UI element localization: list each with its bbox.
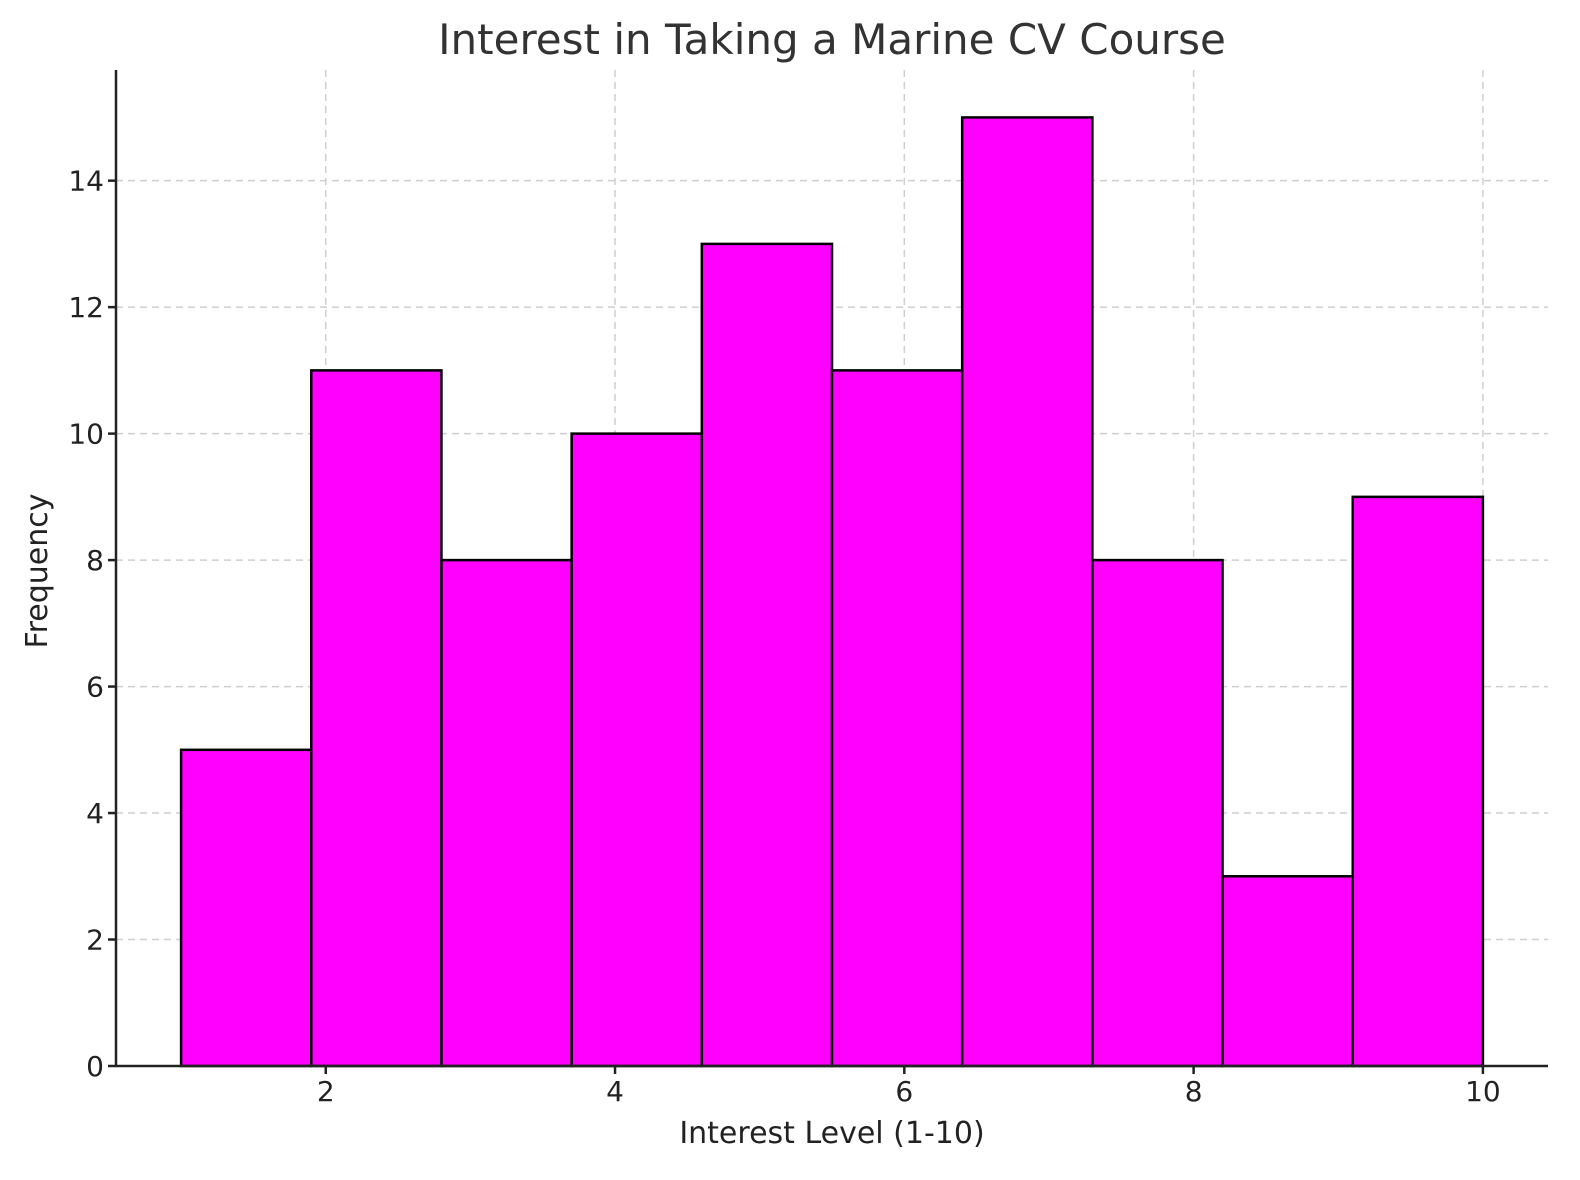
histogram-bar <box>960 116 1094 1068</box>
histogram-bar <box>1221 875 1354 1068</box>
x-axis-label: Interest Level (1-10) <box>679 1116 984 1151</box>
histogram-bar <box>700 242 834 1068</box>
y-axis-label: Frequency <box>20 494 55 649</box>
histogram-bar <box>179 748 313 1068</box>
histogram-bar <box>570 432 704 1068</box>
y-tick-label: 4 <box>86 797 104 830</box>
y-tick-label: 0 <box>86 1050 104 1083</box>
histogram-bar <box>1091 558 1224 1068</box>
y-tick-label: 10 <box>68 418 104 451</box>
y-tick-label: 6 <box>86 671 104 704</box>
y-tick-label: 8 <box>86 544 104 577</box>
x-tick-label: 2 <box>317 1075 335 1108</box>
x-axis-ticks: 2 4 6 8 10 <box>317 1066 1501 1108</box>
chart-title: Interest in Taking a Marine CV Course <box>438 15 1226 64</box>
x-tick-label: 6 <box>895 1075 913 1108</box>
y-tick-label: 2 <box>86 924 104 957</box>
y-axis-ticks: 0 2 4 6 8 10 12 14 <box>68 165 116 1083</box>
histogram-bar <box>830 369 964 1068</box>
y-tick-label: 12 <box>68 291 104 324</box>
bars-group <box>179 116 1485 1068</box>
x-tick-label: 8 <box>1185 1075 1203 1108</box>
x-tick-label: 4 <box>606 1075 624 1108</box>
histogram-bar <box>440 558 573 1068</box>
y-tick-label: 14 <box>68 165 104 198</box>
histogram-bar <box>310 369 443 1068</box>
axes <box>114 70 1548 1068</box>
histogram-bar <box>1351 495 1485 1068</box>
x-tick-label: 10 <box>1465 1075 1501 1108</box>
